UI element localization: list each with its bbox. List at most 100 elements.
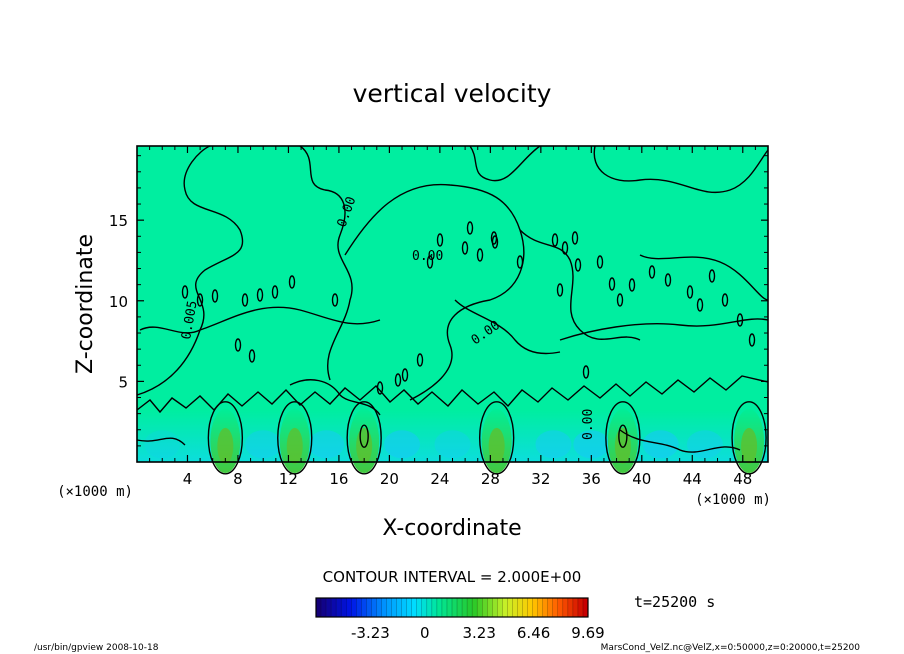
contour-blob [211, 289, 219, 303]
contour-line [289, 379, 381, 416]
time-label: t=25200 s [634, 593, 715, 611]
colorbar-cell [431, 598, 438, 617]
field-background [137, 146, 768, 462]
colorbar-cell [487, 598, 493, 617]
contour-blob [686, 285, 694, 299]
contour-blob [271, 285, 279, 299]
contour-blob [628, 278, 636, 292]
contour-blob [571, 231, 579, 245]
colorbar-cell [401, 598, 407, 617]
contour-line [139, 306, 381, 334]
contour-blob [582, 365, 590, 379]
updraft-core [614, 427, 631, 464]
contour-blob [616, 293, 624, 307]
colorbar-cells [315, 598, 589, 617]
plume-core-contour [618, 424, 628, 448]
contour-blob [596, 255, 604, 269]
plume-contour [731, 401, 767, 475]
colorbar-cell [452, 598, 458, 617]
colorbar-cell [366, 598, 372, 617]
contour-label: 0.00 [412, 249, 443, 264]
contour-blob [181, 285, 189, 299]
colorbar-cell [517, 598, 523, 617]
colorbar-cell [567, 598, 574, 617]
colorbar-cell [356, 598, 362, 617]
contour-blob [401, 368, 409, 382]
colorbar-tick-label: 6.46 [517, 624, 550, 642]
plume-contour [277, 401, 313, 475]
plume-core-contour [359, 424, 369, 448]
colorbar-cell [502, 598, 508, 617]
contour-line [299, 145, 353, 381]
contour-label: 0.00 [581, 409, 596, 440]
colorbar-cell [436, 598, 443, 617]
colorbar-cell [426, 598, 433, 617]
x-tick-label: 48 [733, 470, 752, 488]
contour-line [136, 145, 244, 396]
colorbar-cell [411, 598, 418, 617]
colorbar-frame [315, 597, 589, 618]
contour-blob [736, 313, 744, 327]
y-tick-label: 15 [109, 212, 128, 230]
colorbar-cell [537, 598, 543, 617]
colorbar-cell [512, 598, 518, 617]
colorbar-cell [416, 598, 423, 617]
plume-contour [207, 401, 244, 475]
contour-blob [288, 275, 296, 289]
contour-label: 0.005 [179, 300, 201, 341]
colorbar-cell [577, 598, 584, 617]
x-tick-label: 40 [632, 470, 651, 488]
contour-blob [234, 338, 242, 352]
colorbar-cell [381, 598, 387, 617]
contour-blob [248, 349, 256, 363]
downdraft-cell [573, 430, 610, 459]
x-tick-label: 16 [329, 470, 348, 488]
contour-blob [461, 241, 469, 255]
contour-blob [664, 273, 672, 287]
updraft-core [217, 427, 234, 464]
colorbar-cell [557, 598, 564, 617]
x-tick-label: 44 [683, 470, 702, 488]
colorbar-cell [467, 598, 473, 617]
contour-blob [648, 265, 656, 279]
updraft-core [286, 427, 303, 464]
contour-line [454, 299, 561, 355]
contour-line [639, 254, 769, 301]
contour-interval: CONTOUR INTERVAL = 2.000E+00 [323, 568, 582, 586]
colorbar-tick-label: 0 [420, 624, 430, 642]
footer-left: /usr/bin/gpview 2008-10-18 [34, 643, 159, 653]
x-tick-label: 4 [183, 470, 193, 488]
colorbar-cell [492, 598, 498, 617]
contour-blob [561, 241, 569, 255]
colorbar-tick-label: -3.23 [351, 624, 390, 642]
colorbar-cell [331, 598, 337, 617]
colorbar-cell [562, 598, 569, 617]
downdraft-cell [686, 430, 723, 459]
y-unit-label: (×1000 m) [57, 484, 133, 500]
downdraft-cell [144, 430, 181, 459]
contour-blob [331, 293, 339, 307]
colorbar-cell [527, 598, 533, 617]
colorbar-cell [346, 598, 352, 617]
x-tick-label: 20 [380, 470, 399, 488]
colorbar-cell [361, 598, 367, 617]
colorbar-cell [396, 598, 402, 617]
contour-blob [416, 353, 424, 367]
y-tick-label: 10 [109, 293, 128, 311]
contour-line [469, 145, 541, 182]
contour-blob [516, 255, 524, 269]
contour-blob [556, 283, 564, 297]
contour-blob [436, 233, 444, 247]
downdraft-cell [384, 430, 421, 459]
colorbar-cell [472, 598, 478, 617]
downdraft-cell [535, 430, 572, 459]
downdraft-cell [245, 430, 282, 459]
contour-blob [256, 288, 264, 302]
contour-blob [551, 233, 559, 247]
colorbar-cell [542, 598, 549, 617]
colorbar-cell [336, 598, 342, 617]
colorbar-cell [457, 598, 463, 617]
colorbar-cell [507, 598, 513, 617]
